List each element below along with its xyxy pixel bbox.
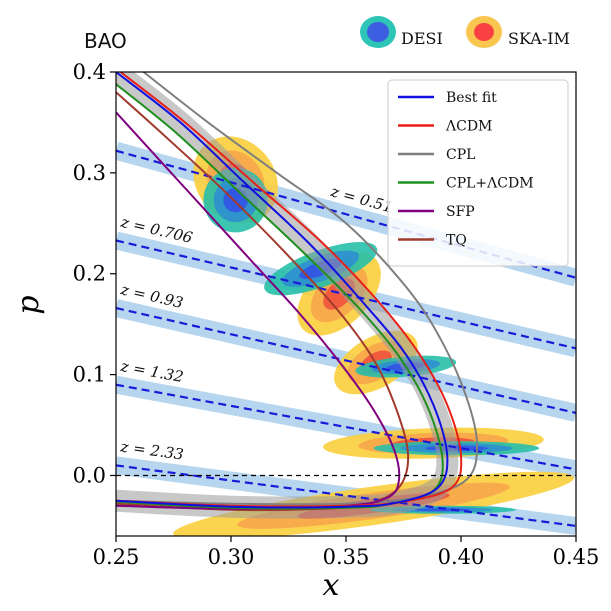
x-tick-label: 0.35 [323,545,370,569]
model-curves [116,72,479,512]
legend-label: SFP [446,204,475,220]
curve-best-fit [116,72,449,509]
legend-label: CPL+ΛCDM [446,176,534,192]
legend-box [387,79,569,267]
y-axis-ticks: 0.0 0.1 0.2 0.3 0.4 [73,60,116,487]
curve-cdm [116,72,463,508]
redshift-line [116,306,576,415]
legend-label: ΛCDM [445,119,492,135]
y-tick-label: 0.3 [73,161,106,185]
legend-desi: DESI [360,16,443,48]
legend-ska-label: SKA-IM [508,29,570,48]
y-tick-label: 0.1 [73,363,106,387]
curve-cpl [116,72,479,506]
legend-desi-label: DESI [401,29,443,48]
y-axis-label: p [11,295,46,314]
legend-label: CPL [446,147,475,163]
legend: Best fit ΛCDM CPL CPL+ΛCDM SFP TQ [387,79,569,267]
redshift-band [116,375,576,479]
ska-marker-inner [474,23,494,41]
y-tick-label: 0.0 [73,463,106,487]
x-tick-label: 0.25 [93,545,140,569]
x-tick-label: 0.40 [438,545,485,569]
legend-label: TQ [446,233,467,249]
y-tick-label: 0.2 [73,262,106,286]
x-tick-label: 0.45 [553,545,600,569]
y-tick-label: 0.4 [73,60,106,84]
legend-label: Best fit [446,90,497,106]
x-tick-label: 0.30 [208,545,255,569]
legend-ska: SKA-IM [466,16,570,48]
top-legend: DESI SKA-IM [360,16,570,48]
x-axis-label: x [323,568,340,603]
chart-title: BAO [84,29,127,53]
x-axis-ticks: 0.25 0.30 0.35 0.40 0.45 [93,536,600,569]
desi-marker-inner [367,22,389,42]
